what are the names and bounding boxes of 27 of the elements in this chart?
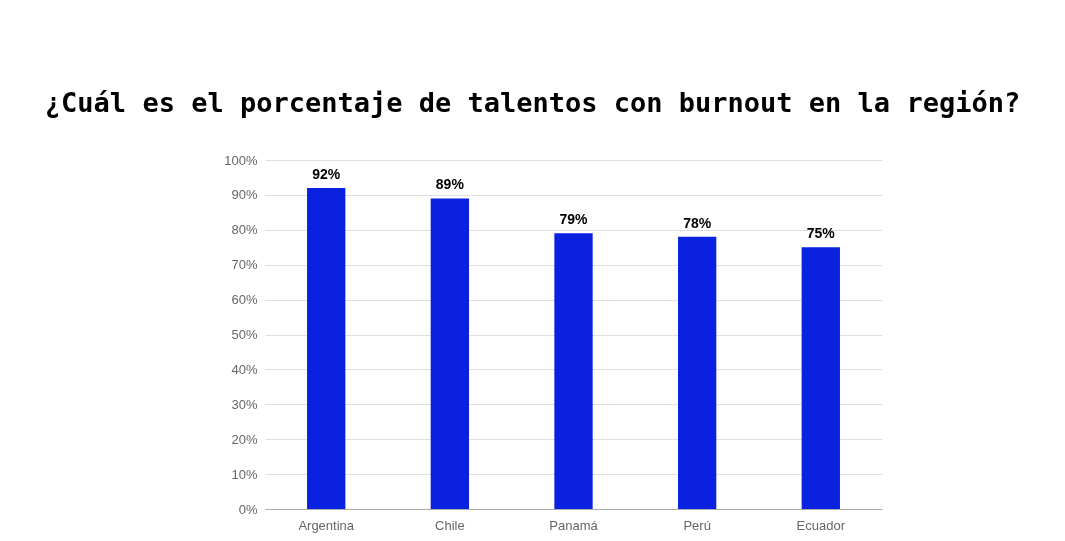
bar: [430, 198, 470, 509]
x-tick-label: Chile: [435, 517, 465, 533]
x-tick-label: Ecuador: [796, 517, 846, 533]
y-tick-label: 0%: [238, 501, 258, 517]
y-tick-label: 100%: [224, 152, 258, 168]
y-tick-label: 90%: [231, 187, 258, 203]
chart-title: ¿Cuál es el porcentaje de talentos con burnout en la región?: [44, 87, 1021, 118]
x-tick-label: Argentina: [298, 517, 355, 533]
y-tick-label: 70%: [231, 257, 258, 273]
x-tick-label: Panamá: [549, 517, 599, 533]
y-tick-label: 10%: [231, 466, 258, 482]
data-label: 75%: [806, 225, 836, 242]
bar: [554, 233, 593, 509]
x-tick-label: Perú: [683, 517, 711, 533]
bar: [801, 247, 840, 509]
data-label: 79%: [559, 211, 589, 228]
data-label: 78%: [683, 214, 712, 231]
y-tick-label: 20%: [231, 431, 258, 447]
y-tick-label: 60%: [231, 292, 258, 308]
y-tick-label: 80%: [231, 222, 258, 238]
data-label: 89%: [435, 176, 465, 193]
bar: [677, 236, 717, 509]
y-tick-label: 40%: [231, 361, 258, 377]
data-label: 92%: [312, 165, 341, 182]
bar: [307, 187, 346, 509]
y-tick-label: 50%: [231, 327, 258, 342]
y-tick-label: 30%: [231, 396, 258, 412]
